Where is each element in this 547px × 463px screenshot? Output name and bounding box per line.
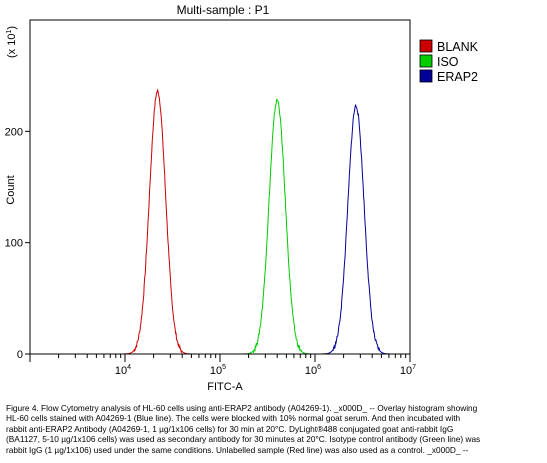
- caption-line: HL-60 cells stained with A04269-1 (Blue …: [6, 413, 461, 424]
- x-tick-label: 107: [400, 364, 416, 377]
- figure-caption: Figure 4. Flow Cytometry analysis of HL-…: [6, 403, 542, 455]
- legend-swatch-iso: [419, 54, 433, 68]
- y-tick-label: 0: [17, 349, 23, 361]
- y-axis-label: Count: [5, 175, 17, 204]
- x-axis-ticks: 104 105 106 107: [29, 354, 416, 377]
- chart-title: Multi-sample : P1: [177, 3, 270, 17]
- legend-label: BLANK: [437, 40, 479, 54]
- x-tick-label: 105: [210, 364, 226, 377]
- legend-swatch-erap2: [419, 69, 433, 83]
- x-tick-label: 106: [305, 364, 321, 377]
- caption-line: Figure 4. Flow Cytometry analysis of HL-…: [6, 403, 478, 413]
- y-tick-label: 100: [5, 238, 23, 250]
- x-tick-label: 104: [115, 364, 131, 377]
- plot-frame: [29, 19, 411, 355]
- caption-line: rabbit IgG (1 µg/1x106) used under the s…: [6, 444, 469, 455]
- y-axis-ticks: 0 100 200: [5, 126, 30, 361]
- caption-line: (BA1127, 5-10 µg/1x106 cells) was used a…: [6, 434, 481, 445]
- legend-label: ERAP2: [437, 70, 478, 84]
- legend-label: ISO: [437, 55, 459, 69]
- flow-cytometry-chart: Multi-sample : P1 (x 101) Count FITC-A 0…: [5, 3, 479, 393]
- series-line-iso: [234, 98, 320, 355]
- series-line-erap2: [313, 104, 399, 355]
- series-line-blank: [114, 88, 201, 355]
- x-axis-label: FITC-A: [207, 381, 243, 393]
- caption-line: rabbit anti-ERAP2 Antibody (A04269-1, 1 …: [6, 423, 454, 434]
- legend-swatch-blank: [419, 39, 433, 53]
- y-tick-label: 200: [5, 126, 23, 138]
- series-lines: [114, 88, 399, 355]
- y-multiplier: (x 101): [6, 26, 18, 58]
